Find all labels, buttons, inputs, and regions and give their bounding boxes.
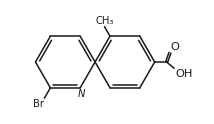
Text: CH₃: CH₃ xyxy=(95,16,114,26)
Text: N: N xyxy=(77,89,85,99)
Text: OH: OH xyxy=(175,69,193,79)
Text: O: O xyxy=(171,42,180,52)
Text: Br: Br xyxy=(33,99,44,109)
